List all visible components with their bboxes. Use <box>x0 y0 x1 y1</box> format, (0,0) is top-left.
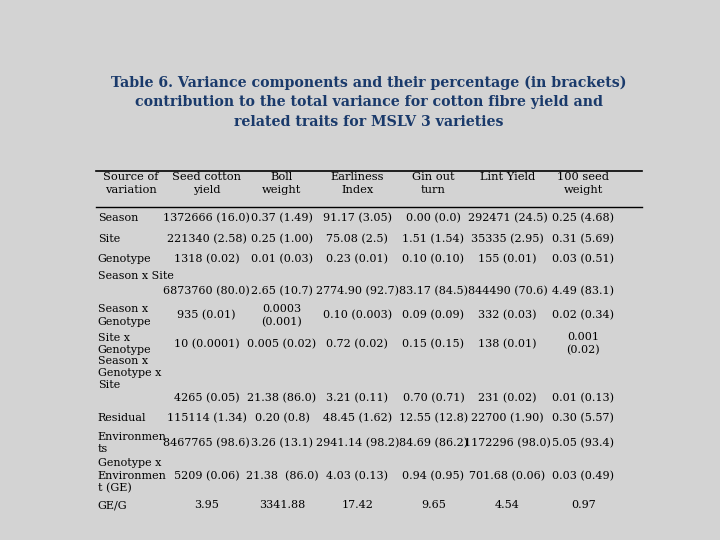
Text: 221340 (2.58): 221340 (2.58) <box>167 233 246 244</box>
Text: 6873760 (80.0): 6873760 (80.0) <box>163 286 250 296</box>
Text: 4.54: 4.54 <box>495 500 520 510</box>
Text: 332 (0.03): 332 (0.03) <box>478 310 536 321</box>
Text: 0.10 (0.10): 0.10 (0.10) <box>402 254 464 265</box>
Text: 21.38  (86.0): 21.38 (86.0) <box>246 471 318 481</box>
Text: Site x
Genotype: Site x Genotype <box>98 333 151 355</box>
Text: 0.25 (1.00): 0.25 (1.00) <box>251 233 313 244</box>
Text: 84.69 (86.2): 84.69 (86.2) <box>399 437 468 448</box>
Text: Residual: Residual <box>98 413 146 423</box>
Text: 0.30 (5.57): 0.30 (5.57) <box>552 413 614 423</box>
Text: Season x Site: Season x Site <box>98 271 174 281</box>
Text: 0.23 (0.01): 0.23 (0.01) <box>326 254 388 265</box>
Text: 5.05 (93.4): 5.05 (93.4) <box>552 437 614 448</box>
Text: Genotype: Genotype <box>98 254 151 265</box>
Text: 0.15 (0.15): 0.15 (0.15) <box>402 339 464 349</box>
Text: 0.70 (0.71): 0.70 (0.71) <box>402 393 464 403</box>
Text: 0.02 (0.34): 0.02 (0.34) <box>552 310 614 321</box>
Text: 2.65 (10.7): 2.65 (10.7) <box>251 286 313 296</box>
Text: 0.09 (0.09): 0.09 (0.09) <box>402 310 464 321</box>
Text: 35335 (2.95): 35335 (2.95) <box>471 233 544 244</box>
Text: 2774.90 (92.7): 2774.90 (92.7) <box>316 286 399 296</box>
Text: 701.68 (0.06): 701.68 (0.06) <box>469 471 546 481</box>
Text: 935 (0.01): 935 (0.01) <box>177 310 236 321</box>
Text: 9.65: 9.65 <box>421 500 446 510</box>
Text: 4.03 (0.13): 4.03 (0.13) <box>326 471 388 481</box>
Text: 21.38 (86.0): 21.38 (86.0) <box>248 393 317 403</box>
Text: 0.97: 0.97 <box>571 500 595 510</box>
Text: Season x
Genotype: Season x Genotype <box>98 305 151 327</box>
Text: 115114 (1.34): 115114 (1.34) <box>167 413 246 423</box>
Text: Seed cotton
yield: Seed cotton yield <box>172 172 241 195</box>
Text: 22700 (1.90): 22700 (1.90) <box>471 413 544 423</box>
Text: 231 (0.02): 231 (0.02) <box>478 393 536 403</box>
Text: 0.94 (0.95): 0.94 (0.95) <box>402 471 464 481</box>
Text: 3341.88: 3341.88 <box>258 500 305 510</box>
Text: 0.005 (0.02): 0.005 (0.02) <box>248 339 317 349</box>
Text: 17.42: 17.42 <box>341 500 373 510</box>
Text: 3.95: 3.95 <box>194 500 219 510</box>
Text: 155 (0.01): 155 (0.01) <box>478 254 536 265</box>
Text: Source of
variation: Source of variation <box>103 172 158 195</box>
Text: 75.08 (2.5): 75.08 (2.5) <box>326 233 388 244</box>
Text: GE/G: GE/G <box>98 500 127 510</box>
Text: 100 seed
weight: 100 seed weight <box>557 172 609 195</box>
Text: 12.55 (12.8): 12.55 (12.8) <box>399 413 468 423</box>
Text: 0.01 (0.13): 0.01 (0.13) <box>552 393 614 403</box>
Text: 0.03 (0.49): 0.03 (0.49) <box>552 471 614 481</box>
Text: 0.01 (0.03): 0.01 (0.03) <box>251 254 313 265</box>
Text: 10 (0.0001): 10 (0.0001) <box>174 339 240 349</box>
Text: 1372666 (16.0): 1372666 (16.0) <box>163 213 250 223</box>
Text: 83.17 (84.5): 83.17 (84.5) <box>399 286 468 296</box>
Text: Boll
weight: Boll weight <box>262 172 302 195</box>
Text: 0.00 (0.0): 0.00 (0.0) <box>406 213 461 223</box>
Text: Environmen
ts: Environmen ts <box>98 431 167 454</box>
Text: 0.001
(0.02): 0.001 (0.02) <box>567 333 600 355</box>
Text: 91.17 (3.05): 91.17 (3.05) <box>323 213 392 223</box>
Text: 3.26 (13.1): 3.26 (13.1) <box>251 437 313 448</box>
Text: 0.03 (0.51): 0.03 (0.51) <box>552 254 614 265</box>
Text: Table 6. Variance components and their percentage (in brackets)
contribution to : Table 6. Variance components and their p… <box>112 75 626 129</box>
Text: 0.72 (0.02): 0.72 (0.02) <box>326 339 388 349</box>
Text: 1172296 (98.0): 1172296 (98.0) <box>464 437 551 448</box>
Text: 1.51 (1.54): 1.51 (1.54) <box>402 233 464 244</box>
Text: 4265 (0.05): 4265 (0.05) <box>174 393 240 403</box>
Text: 48.45 (1.62): 48.45 (1.62) <box>323 413 392 423</box>
Text: 4.49 (83.1): 4.49 (83.1) <box>552 286 614 296</box>
Text: 844490 (70.6): 844490 (70.6) <box>467 286 547 296</box>
Text: 0.25 (4.68): 0.25 (4.68) <box>552 213 614 223</box>
Text: 0.0003
(0.001): 0.0003 (0.001) <box>261 304 302 327</box>
Text: 292471 (24.5): 292471 (24.5) <box>467 213 547 223</box>
Text: 0.31 (5.69): 0.31 (5.69) <box>552 233 614 244</box>
Text: Site: Site <box>98 234 120 244</box>
Text: Season: Season <box>98 213 138 223</box>
Text: Earliness
Index: Earliness Index <box>330 172 384 195</box>
Text: 1318 (0.02): 1318 (0.02) <box>174 254 240 265</box>
Text: 138 (0.01): 138 (0.01) <box>478 339 536 349</box>
Text: Season x
Genotype x
Site: Season x Genotype x Site <box>98 355 161 390</box>
Text: Genotype x
Environmen
t (GE): Genotype x Environmen t (GE) <box>98 458 167 494</box>
Text: Gin out
turn: Gin out turn <box>412 172 455 195</box>
Text: 0.37 (1.49): 0.37 (1.49) <box>251 213 313 223</box>
Text: 0.10 (0.003): 0.10 (0.003) <box>323 310 392 321</box>
Text: 2941.14 (98.2): 2941.14 (98.2) <box>315 437 399 448</box>
Text: 5209 (0.06): 5209 (0.06) <box>174 471 240 481</box>
Text: 0.20 (0.8): 0.20 (0.8) <box>254 413 310 423</box>
Text: 8467765 (98.6): 8467765 (98.6) <box>163 437 250 448</box>
Text: 3.21 (0.11): 3.21 (0.11) <box>326 393 388 403</box>
Text: Lint Yield: Lint Yield <box>480 172 535 183</box>
